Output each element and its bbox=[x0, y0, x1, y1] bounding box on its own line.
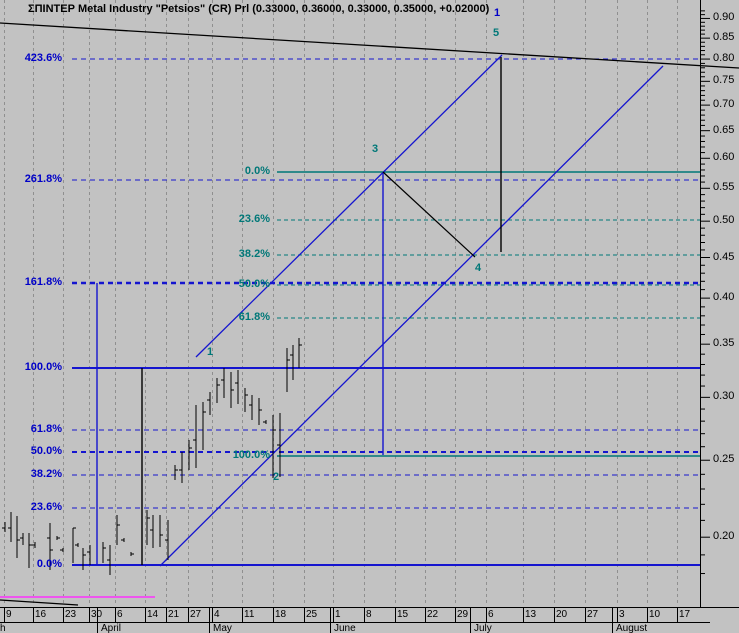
channel-lower-line-segment bbox=[159, 65, 664, 567]
channel-lower-line[interactable] bbox=[159, 65, 664, 567]
bottom-trend-line[interactable] bbox=[0, 599, 79, 606]
wave-line-3-4[interactable] bbox=[382, 171, 476, 258]
fib-retracement-secondary[interactable] bbox=[277, 171, 700, 457]
x-axis bbox=[0, 607, 739, 633]
channel-upper-line-segment bbox=[195, 54, 503, 358]
vertical-gridlines bbox=[4, 0, 678, 606]
price-bars-path bbox=[2, 338, 302, 575]
downtrend-line[interactable] bbox=[0, 22, 739, 69]
price-axis bbox=[700, 0, 710, 607]
channel-upper-line[interactable] bbox=[195, 54, 503, 358]
bottom-trend-line-segment bbox=[0, 599, 79, 606]
wave-line-3-4-segment bbox=[382, 171, 476, 258]
downtrend-line-segment bbox=[0, 22, 739, 69]
ohlc-bars bbox=[2, 338, 302, 575]
